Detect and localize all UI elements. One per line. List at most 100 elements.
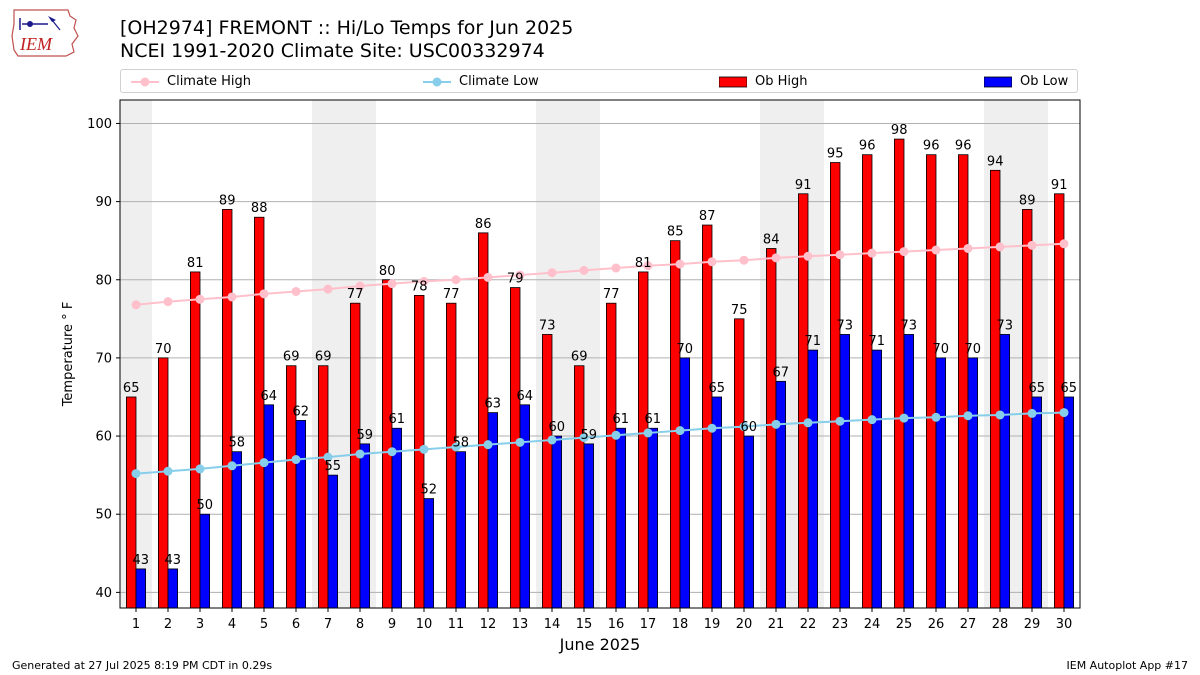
legend-item-ob-low: Ob Low	[983, 73, 1069, 91]
x-tick-label-7: 7	[324, 617, 332, 632]
climate-low-point-2	[163, 466, 173, 476]
y-tick-label-80: 80	[95, 273, 112, 288]
ob-high-label-7: 69	[315, 350, 332, 365]
x-tick-label-27: 27	[960, 617, 977, 632]
ob-low-bar-30	[1063, 396, 1075, 609]
ob-high-label-3: 81	[187, 256, 204, 271]
climate-high-line	[135, 242, 1065, 306]
ob-low-label-17: 61	[645, 412, 662, 427]
x-tick-label-30: 30	[1056, 617, 1073, 632]
ob-high-bar-30	[1054, 193, 1065, 609]
ob-low-label-5: 64	[261, 389, 278, 404]
ob-low-bar-28	[999, 334, 1011, 609]
x-tick-label-18: 18	[672, 617, 689, 632]
ob-low-bar-13	[519, 404, 531, 609]
ob-high-label-21: 84	[763, 232, 780, 247]
x-tick-label-20: 20	[736, 617, 753, 632]
ob-low-label-1: 43	[133, 553, 150, 568]
ob-high-label-23: 95	[827, 147, 844, 162]
climate-low-point-20	[739, 422, 749, 432]
ob-high-label-9: 80	[379, 264, 396, 279]
x-tick-label-9: 9	[388, 617, 396, 632]
climate-low-point-23	[835, 416, 845, 426]
ob-low-bar-16	[615, 427, 627, 609]
ob-low-bar-26	[935, 357, 947, 609]
ob-low-bar-1	[135, 568, 147, 609]
ob-low-label-30: 65	[1061, 381, 1078, 396]
ob-high-bar-26	[926, 154, 937, 609]
ob-high-bar-6	[285, 365, 297, 609]
climate-high-point-5	[259, 289, 269, 299]
climate-high-point-17	[643, 261, 653, 271]
ob-low-label-15: 59	[581, 428, 598, 443]
climate-low-point-10	[419, 444, 429, 454]
climate-low-point-5	[259, 458, 269, 468]
ob-high-bar-24	[862, 154, 873, 609]
climate-high-point-8	[355, 281, 365, 291]
ob-high-label-10: 78	[411, 279, 428, 294]
x-tick-label-6: 6	[292, 617, 300, 632]
ob-high-bar-18	[670, 240, 681, 609]
ob-low-label-4: 58	[229, 436, 246, 451]
ob-high-label-13: 79	[507, 272, 524, 287]
legend-label-climate-high: Climate High	[167, 74, 252, 89]
climate-high-point-23	[835, 250, 845, 260]
climate-high-point-25	[899, 247, 909, 257]
ob-low-label-25: 73	[901, 318, 918, 333]
climate-high-point-18	[675, 259, 685, 269]
climate-low-point-14	[547, 435, 557, 445]
x-tick-label-29: 29	[1024, 617, 1041, 632]
y-axis-title: Temperature ° F	[61, 302, 76, 408]
ob-high-label-24: 96	[859, 139, 876, 154]
ob-low-label-12: 63	[485, 397, 502, 412]
ob-high-label-18: 85	[667, 225, 684, 240]
ob-low-label-28: 73	[997, 318, 1014, 333]
ob-high-bar-20	[734, 318, 745, 609]
ob-high-bar-23	[830, 162, 841, 609]
ob-high-bar-3	[189, 271, 201, 609]
ob-low-label-23: 73	[837, 318, 854, 333]
legend-label-climate-low: Climate Low	[459, 74, 539, 89]
ob-low-label-24: 71	[869, 334, 886, 349]
ob-high-label-29: 89	[1019, 193, 1036, 208]
climate-high-point-9	[387, 279, 397, 289]
x-tick-label-4: 4	[228, 617, 236, 632]
ob-low-bar-3	[199, 513, 211, 609]
ob-high-label-28: 94	[987, 154, 1004, 169]
ob-low-bar-11	[455, 451, 467, 609]
ob-high-label-22: 91	[795, 178, 812, 193]
ob-low-label-2: 43	[165, 553, 182, 568]
climate-low-point-21	[771, 419, 781, 429]
ob-low-bar-24	[871, 349, 883, 609]
x-axis-title: June 2025	[559, 635, 641, 654]
climate-low-point-26	[931, 412, 941, 422]
ob-low-label-6: 62	[293, 404, 310, 419]
climate-low-point-22	[803, 418, 813, 428]
climate-high-point-20	[739, 255, 749, 265]
x-tick-label-21: 21	[768, 617, 785, 632]
climate-high-point-3	[195, 294, 205, 304]
ob-high-bar-5	[253, 216, 265, 609]
climate-low-point-3	[195, 464, 205, 474]
climate-high-point-6	[291, 286, 301, 296]
ob-high-bar-25	[894, 138, 905, 609]
climate-low-point-15	[579, 433, 589, 443]
x-tick-label-13: 13	[512, 617, 529, 632]
climate-low-point-27	[963, 411, 973, 421]
svg-text:IEM: IEM	[19, 34, 53, 54]
ob-high-bar-28	[990, 169, 1001, 609]
legend-label-ob-low: Ob Low	[1020, 74, 1069, 89]
climate-low-point-12	[483, 440, 493, 450]
y-tick-label-50: 50	[95, 508, 112, 523]
ob-low-bar-22	[807, 349, 819, 609]
ob-low-label-9: 61	[389, 412, 406, 427]
ob-high-bar-27	[958, 154, 969, 609]
climate-high-point-28	[995, 242, 1005, 252]
climate-low-point-29	[1027, 408, 1037, 418]
x-tick-label-16: 16	[608, 617, 625, 632]
climate-high-point-4	[227, 292, 237, 302]
ob-high-label-19: 87	[699, 209, 716, 224]
ob-high-label-20: 75	[731, 303, 748, 318]
ob-high-bar-11	[445, 302, 457, 609]
ob-high-label-8: 77	[347, 287, 364, 302]
